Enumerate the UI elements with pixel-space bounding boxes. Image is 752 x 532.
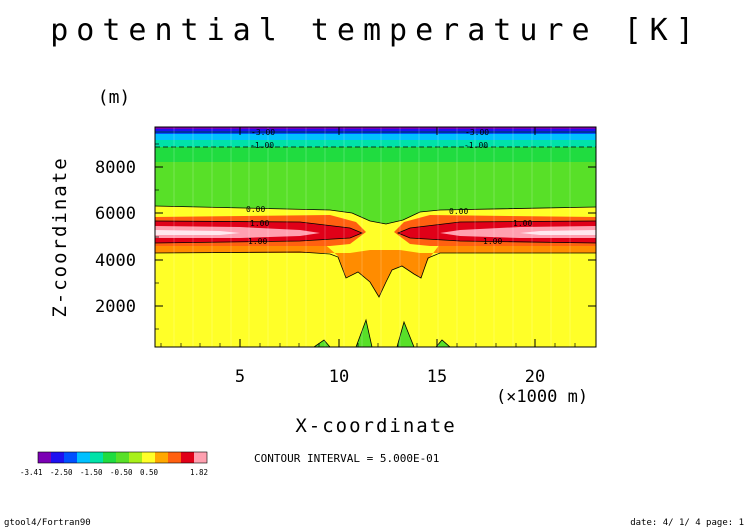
colorbar-label: -3.41 [20, 468, 43, 477]
colorbar [37, 451, 208, 464]
chart-title: potential temperature [K] [50, 13, 702, 48]
x-tick-labels: 5 10 15 20 [235, 367, 545, 387]
contour-left-lens [155, 220, 364, 244]
colorbar-labels: -3.41 -2.50 -1.50 -0.50 0.50 1.82 [20, 468, 208, 477]
colorbar-swatch [103, 452, 116, 463]
contour-label-zero-right: 0.00 [449, 207, 468, 216]
colorbar-swatch [181, 452, 194, 463]
y-tick-labels: 2000 4000 6000 8000 [95, 158, 136, 317]
x-tick-label: 10 [329, 367, 349, 387]
y-tick-label: 8000 [95, 158, 136, 178]
contour-interval: CONTOUR INTERVAL = 5.000E-01 [254, 452, 439, 465]
field-cyan-band [155, 139, 596, 147]
colorbar-swatch [129, 452, 142, 463]
field-white-left [155, 230, 240, 235]
colorbar-swatch [38, 452, 51, 463]
field-lightblue-band [155, 134, 596, 140]
colorbar-swatch [116, 452, 129, 463]
field-white-right [520, 230, 596, 235]
contour-one [155, 251, 596, 298]
x-unit-label: (×1000 m) [496, 387, 588, 407]
contour-label-zero-left: 0.00 [246, 205, 265, 214]
y-tick-label: 6000 [95, 204, 136, 224]
contour-label-one-right-b: 1.00 [483, 237, 502, 246]
contour-zero [155, 205, 596, 225]
colorbar-swatch [64, 452, 77, 463]
field-blob-3 [396, 320, 415, 347]
contour-label-minus1-right: -1.00 [464, 141, 488, 150]
colorbar-swatch [194, 452, 207, 463]
contour-right-lens [396, 220, 596, 244]
field-blob-2 [355, 318, 373, 347]
plot-area [155, 127, 596, 347]
colorbar-label: -2.50 [50, 468, 73, 477]
contour-label-one-right-a: 1.00 [513, 219, 532, 228]
field-orange-plume [155, 234, 596, 297]
field-green-band [155, 160, 596, 224]
contour-labels: -3.00 -3.00 -1.00 -1.00 0.00 0.00 1.00 1… [246, 128, 532, 246]
colorbar-label: -1.50 [80, 468, 103, 477]
grid-lines [173, 127, 571, 347]
axis-minor-ticks [155, 143, 576, 347]
y-tick-label: 2000 [95, 297, 136, 317]
x-axis-label: X-coordinate [295, 415, 456, 437]
colorbar-swatch [155, 452, 168, 463]
colorbar-swatch [90, 452, 103, 463]
field-blob-4 [435, 339, 451, 347]
axis-ticks [155, 127, 596, 347]
colorbar-label: 1.82 [190, 468, 208, 477]
contour-label-one-left-b: 1.00 [248, 237, 267, 246]
y-axis-label: Z-coordinate [49, 156, 71, 317]
colorbar-swatch [142, 452, 155, 463]
contour-lines [155, 131, 596, 298]
colorbar-label: 0.50 [140, 468, 159, 477]
footer-right: date: 4/ 1/ 4 page: 1 [630, 518, 744, 528]
x-tick-label: 5 [235, 367, 245, 387]
colorbar-frame [37, 451, 208, 464]
colorbar-swatch [168, 452, 181, 463]
field-darkblue-band [155, 128, 596, 131]
contour-label-minus1-left: -1.00 [250, 141, 274, 150]
colorbar-swatch [51, 452, 64, 463]
contour-label-one-left-a: 1.00 [250, 219, 269, 228]
contour-label-minus3-left: -3.00 [251, 128, 275, 137]
y-tick-label: 4000 [95, 251, 136, 271]
footer-left: gtool4/Fortran90 [4, 518, 91, 528]
field-teal-band [155, 146, 596, 162]
y-unit-label: (m) [98, 87, 131, 108]
contour-label-minus3-right: -3.00 [465, 128, 489, 137]
x-tick-label: 20 [525, 367, 545, 387]
field-purple-band [155, 127, 596, 129]
x-tick-label: 15 [427, 367, 447, 387]
colorbar-swatch [77, 452, 90, 463]
colorbar-label: -0.50 [110, 468, 133, 477]
